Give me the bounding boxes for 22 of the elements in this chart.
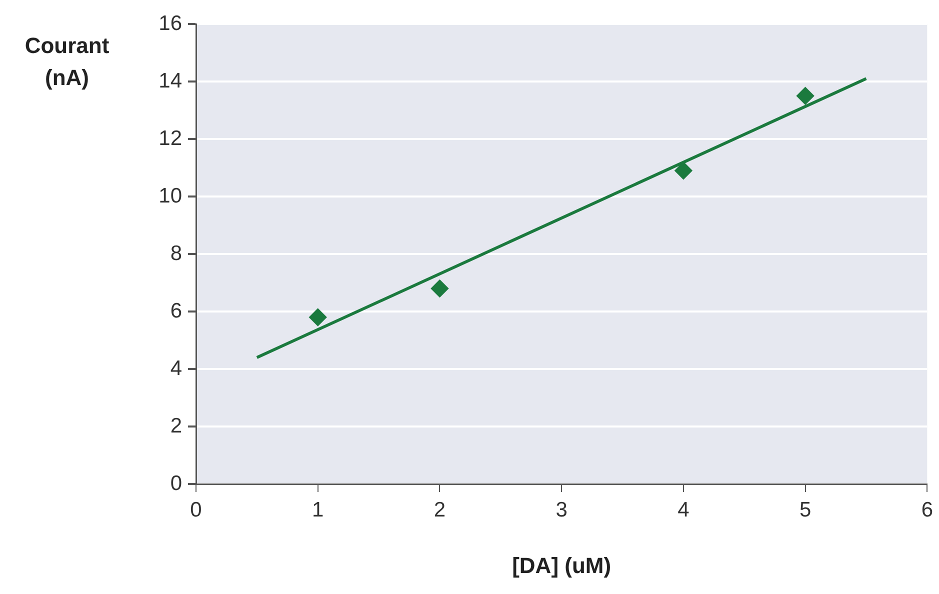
y-tick-label: 12 <box>158 126 182 150</box>
x-tick-label: 1 <box>312 498 324 522</box>
point <box>674 162 692 180</box>
x-tick-label: 5 <box>799 498 812 522</box>
x-tick-label: 2 <box>434 498 446 522</box>
y-tick-label: 0 <box>170 472 182 495</box>
y-tick-label: 14 <box>158 69 182 92</box>
y-tick-label: 2 <box>170 414 182 438</box>
x-tick-label: 3 <box>556 498 568 522</box>
point <box>796 87 814 104</box>
point <box>431 280 448 297</box>
y-tick-label: 16 <box>158 12 182 35</box>
y-tick-label: 10 <box>158 184 182 208</box>
x-axis-title: [DA] (uM) <box>512 552 612 578</box>
y-tick-label: 6 <box>170 299 182 322</box>
point <box>309 308 326 326</box>
y-axis-title: Courant (nA) <box>24 32 110 92</box>
y-tick-label: 8 <box>170 242 182 265</box>
y-tick-label: 4 <box>170 356 182 380</box>
x-tick-label: 6 <box>921 498 934 522</box>
x-tick-label: 0 <box>190 498 202 522</box>
x-tick-label: 4 <box>678 498 690 522</box>
